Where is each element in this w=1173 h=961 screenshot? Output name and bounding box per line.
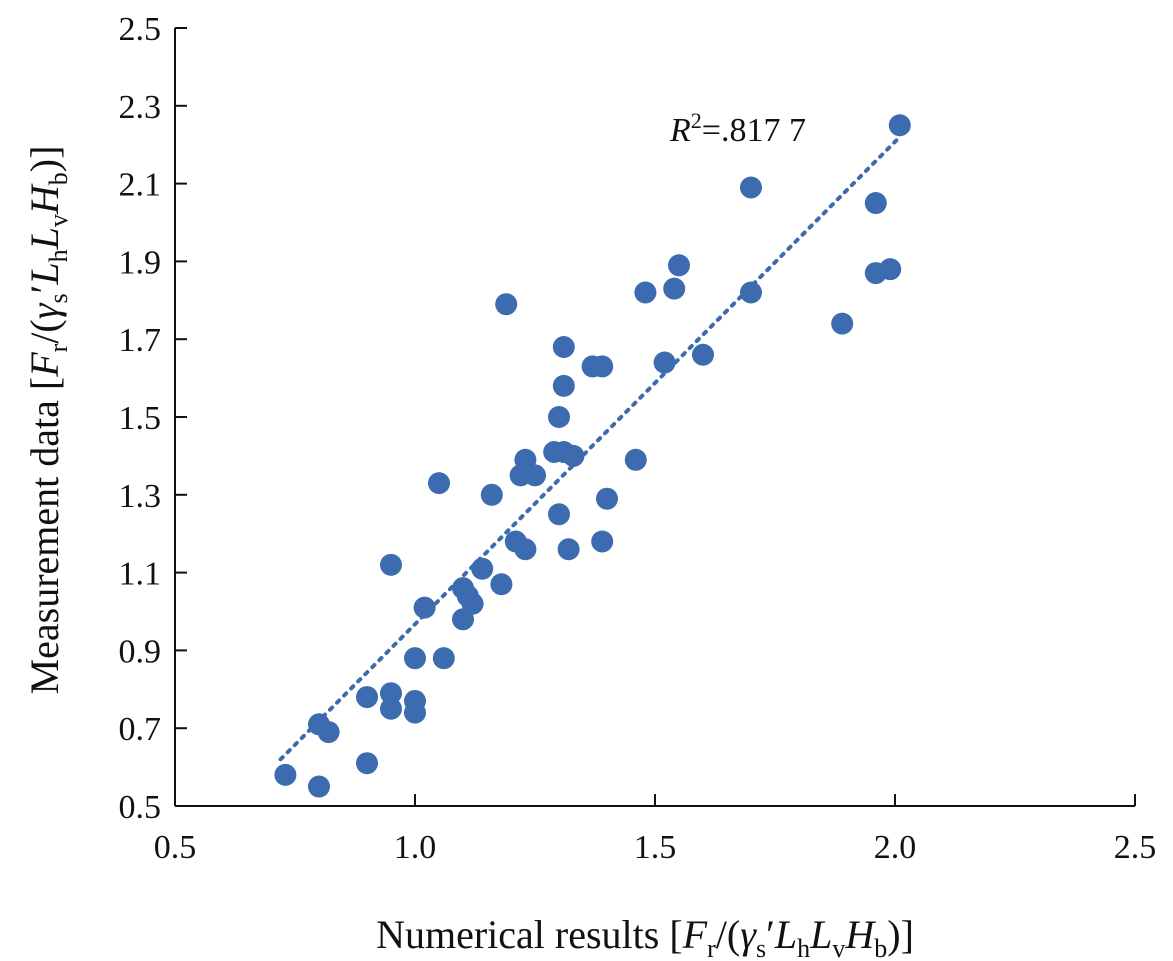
- scatter-point: [552, 374, 575, 397]
- x-tick-label: 1.0: [394, 829, 437, 866]
- scatter-point: [740, 281, 762, 304]
- y-tick-label: 1.7: [119, 322, 162, 359]
- axis-title-part: h: [44, 249, 73, 262]
- scatter-point: [274, 763, 297, 786]
- axis-title-part: L: [22, 227, 67, 250]
- y-tick-label: 2.3: [119, 89, 162, 126]
- scatter-point: [461, 592, 484, 615]
- y-axis-title: Measurement data [Fr/(γs′LhLvHb)]: [22, 146, 73, 695]
- scatter-point: [514, 538, 537, 561]
- y-tick-label: 2.5: [119, 11, 162, 48]
- axis-title-part: b: [44, 172, 73, 185]
- axis-title-part: /(: [22, 319, 67, 343]
- scatter-point: [591, 355, 614, 378]
- y-tick-label: 0.9: [119, 633, 162, 670]
- scatter-point: [524, 464, 546, 487]
- scatter-point: [404, 701, 426, 724]
- scatter-point: [308, 775, 330, 798]
- axes: [174, 28, 1135, 807]
- axis-title-part: H: [22, 183, 67, 215]
- axis-title-part: Numerical results [: [376, 912, 683, 957]
- axis-title-part: L: [22, 262, 67, 285]
- axis-title-part: L: [809, 912, 832, 957]
- y-tick-label: 1.5: [119, 400, 162, 437]
- scatter-point: [432, 647, 455, 670]
- axis-title-part: L: [774, 912, 797, 957]
- axis-title-part: v: [832, 934, 845, 961]
- r2-prefix: R: [669, 112, 691, 149]
- x-tick-label: 1.5: [634, 829, 677, 866]
- scatter-point: [380, 682, 402, 705]
- x-axis-title: Numerical results [Fr/(γs′LhLvHb)]: [376, 912, 914, 961]
- scatter-point: [404, 647, 426, 670]
- x-axis-title-text: Numerical results [Fr/(γs′LhLvHb)]: [376, 912, 914, 961]
- axis-title-part: γ: [740, 912, 757, 957]
- axis-title-part: h: [797, 934, 810, 961]
- scatter-point: [668, 254, 690, 277]
- scatter-point: [317, 721, 340, 744]
- scatter-point: [596, 487, 618, 510]
- x-tick-label: 2.0: [874, 829, 917, 866]
- r2-superscript: 2: [691, 108, 702, 133]
- scatter-point: [495, 293, 518, 316]
- scatter-point: [692, 343, 714, 366]
- axis-title-part: Measurement data [: [22, 377, 67, 695]
- scatter-point: [591, 530, 614, 553]
- y-tick-label: 1.3: [119, 478, 162, 515]
- axis-title-part: )]: [887, 912, 914, 957]
- trendline: [278, 134, 902, 762]
- y-tick-label: 0.7: [119, 711, 162, 748]
- scatter-point: [634, 281, 657, 304]
- scatter-marks: [274, 114, 911, 798]
- y-tick-label: 2.1: [119, 167, 162, 204]
- scatter-point: [548, 406, 570, 428]
- scatter-point: [888, 114, 911, 137]
- axis-title-part: b: [874, 934, 887, 961]
- y-tick-label: 0.5: [119, 789, 162, 826]
- axis-title-part: r: [44, 343, 73, 352]
- r2-value: =.817 7: [702, 112, 806, 149]
- scatter-point: [562, 444, 585, 467]
- scatter-point: [490, 573, 513, 596]
- axis-title-part: v: [44, 214, 73, 227]
- scatter-point: [548, 503, 570, 526]
- scatter-point: [413, 596, 436, 619]
- scatter-point: [740, 176, 762, 199]
- y-axis-title-text: Measurement data [Fr/(γs′LhLvHb)]: [22, 146, 73, 695]
- axis-title-part: r: [707, 934, 716, 961]
- axis-title-part: F: [682, 912, 708, 957]
- scatter-point: [879, 258, 902, 281]
- scatter-point: [356, 752, 378, 775]
- scatter-point: [471, 557, 494, 580]
- scatter-point: [653, 351, 676, 374]
- r2-label: R2=.817 7: [669, 108, 806, 149]
- y-tick-label: 1.9: [119, 244, 162, 281]
- scatter-point: [552, 335, 575, 358]
- y-tick-label: 1.1: [119, 556, 162, 593]
- axis-title-part: H: [844, 912, 876, 957]
- axis-title-part: F: [22, 352, 67, 378]
- y-ticks: 0.5 0.7 0.9 1.1 1.3 1.5 1.7 1.9 2.1 2.3 2.5: [119, 11, 187, 826]
- scatter-point: [557, 538, 580, 561]
- scatter-point: [380, 553, 402, 576]
- axis-title-part: s: [44, 293, 73, 303]
- scatter-point: [480, 483, 503, 506]
- axis-title-part: ′: [766, 912, 775, 957]
- scatter-point: [864, 192, 887, 215]
- scatter-point: [380, 697, 402, 720]
- axis-title-part: ′: [22, 285, 67, 294]
- axis-title-part: )]: [22, 146, 67, 173]
- scatter-point: [663, 277, 686, 300]
- axis-title-part: s: [756, 934, 766, 961]
- x-ticks: 0.5 1.0 1.5 2.0 2.5: [154, 794, 1157, 866]
- scatter-point: [831, 312, 854, 335]
- scatter-point: [356, 686, 378, 709]
- x-tick-label: 0.5: [154, 829, 197, 866]
- scatter-point: [624, 448, 647, 471]
- axis-title-part: γ: [22, 302, 67, 319]
- scatter-point: [428, 472, 450, 495]
- x-tick-label: 2.5: [1114, 829, 1157, 866]
- axis-title-part: /(: [716, 912, 740, 957]
